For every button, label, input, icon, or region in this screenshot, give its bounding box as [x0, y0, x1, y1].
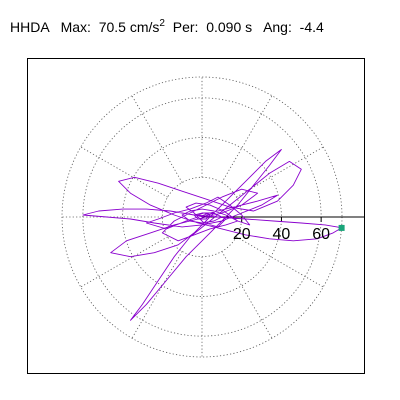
peak-marker — [338, 224, 345, 231]
max-label: Max: — [60, 19, 91, 35]
per-label: Per: — [172, 19, 199, 35]
plot-area: 20 40 60 — [27, 58, 365, 374]
grid-spoke-2 — [221, 95, 273, 183]
max-unit-exponent: 2 — [159, 18, 165, 29]
max-unit-base: cm/s — [129, 19, 160, 35]
grid-spoke-8 — [131, 251, 183, 339]
polar-plot: 20 40 60 — [61, 76, 364, 358]
station-code: HHDA — [10, 19, 49, 35]
header-readout: HHDA Max: 70.5 cm/s2 Per: 0.090 s Ang: -… — [10, 18, 324, 36]
grid-spoke-10 — [221, 251, 273, 339]
radial-tick-label: 60 — [312, 226, 330, 243]
ang-value: -4.4 — [299, 19, 324, 35]
peak-marker-layer — [338, 224, 345, 231]
radial-tick-label: 20 — [233, 226, 251, 243]
title-bar: HHDA Max: 70.5 cm/s2 Per: 0.090 s Ang: -… — [0, 0, 400, 40]
grid-spoke-4 — [131, 95, 183, 183]
particle-trace-layer — [82, 149, 343, 321]
tick-label-layer: 20 40 60 — [233, 226, 330, 243]
grid-spoke-5 — [80, 146, 168, 198]
grid-spoke-7 — [80, 236, 168, 288]
particle-motion-trace — [82, 149, 343, 321]
per-value: 0.090 s — [206, 19, 253, 35]
grid-spoke-11 — [236, 236, 324, 288]
ang-label: Ang: — [263, 19, 292, 35]
radial-tick-label: 40 — [273, 226, 291, 243]
max-value: 70.5 — [98, 19, 126, 35]
